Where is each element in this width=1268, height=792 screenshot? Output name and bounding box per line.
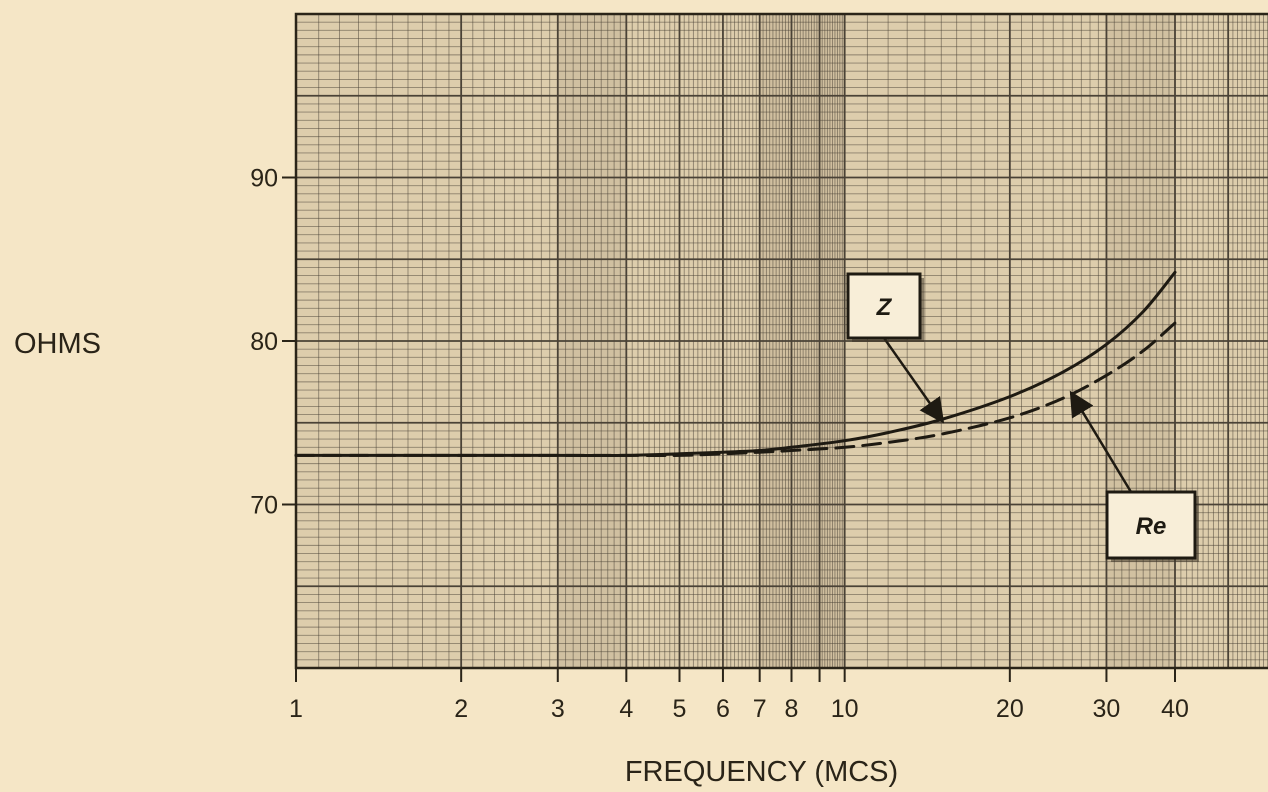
callout-box-z: [846, 272, 922, 340]
callout-label-z: Z: [876, 294, 893, 321]
callout-arrow-z: [882, 337, 945, 424]
x-tick-label: 20: [996, 695, 1024, 723]
x-tick-label: 5: [673, 695, 687, 723]
x-tick-label: 1: [289, 695, 303, 723]
callout-arrow-re: [1069, 390, 1133, 493]
x-tick-label: 7: [753, 695, 767, 723]
x-axis: 1 2 3 4 5 6 7 8 10 20 30 40: [289, 668, 1189, 723]
callout-box-re: [1105, 490, 1197, 560]
annotations: Z Re: [846, 272, 1199, 562]
x-tick-label: 40: [1161, 695, 1189, 723]
x-tick-label: 8: [785, 695, 799, 723]
x-axis-title: FREQUENCY (MCS): [625, 756, 898, 788]
x-tick-label: 10: [831, 695, 859, 723]
y-tick-label: 90: [250, 165, 278, 193]
x-tick-label: 6: [716, 695, 730, 723]
y-tick-label: 70: [250, 492, 278, 520]
x-tick-label: 4: [619, 695, 633, 723]
y-axis-title: OHMS: [14, 328, 101, 360]
y-tick-label: 80: [250, 328, 278, 356]
x-tick-label: 30: [1093, 695, 1121, 723]
y-axis: 70 80 90: [250, 165, 296, 520]
callout-label-re: Re: [1136, 513, 1167, 540]
x-tick-label: 2: [454, 695, 468, 723]
x-tick-label: 3: [551, 695, 565, 723]
